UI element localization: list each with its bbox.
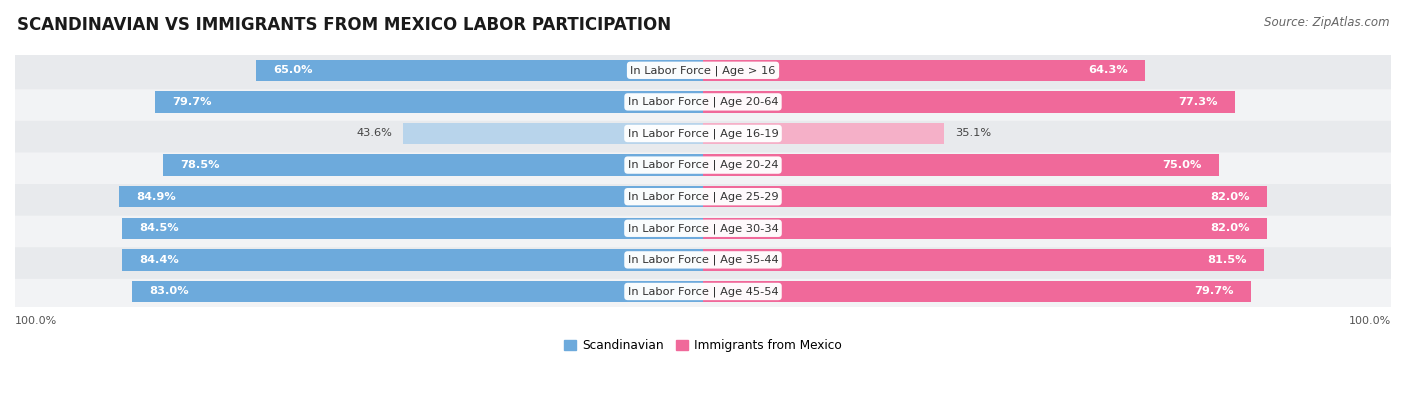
Text: 79.7%: 79.7% <box>1195 286 1234 297</box>
Text: 81.5%: 81.5% <box>1206 255 1247 265</box>
FancyBboxPatch shape <box>14 241 1392 279</box>
FancyBboxPatch shape <box>14 51 1392 89</box>
Text: In Labor Force | Age 20-24: In Labor Force | Age 20-24 <box>627 160 779 170</box>
Bar <box>132 281 703 302</box>
Text: In Labor Force | Age 25-29: In Labor Force | Age 25-29 <box>627 192 779 202</box>
Bar <box>703 60 1146 81</box>
Text: In Labor Force | Age 16-19: In Labor Force | Age 16-19 <box>627 128 779 139</box>
Text: 35.1%: 35.1% <box>955 128 991 139</box>
Bar <box>122 249 703 271</box>
Text: In Labor Force | Age 30-34: In Labor Force | Age 30-34 <box>627 223 779 233</box>
Text: 84.4%: 84.4% <box>139 255 180 265</box>
Text: 82.0%: 82.0% <box>1211 223 1250 233</box>
Bar <box>163 154 703 176</box>
Text: In Labor Force | Age 45-54: In Labor Force | Age 45-54 <box>627 286 779 297</box>
Text: 77.3%: 77.3% <box>1178 97 1218 107</box>
Text: 43.6%: 43.6% <box>357 128 392 139</box>
Text: 84.9%: 84.9% <box>136 192 176 202</box>
Text: 82.0%: 82.0% <box>1211 192 1250 202</box>
Bar <box>703 154 1219 176</box>
Text: 64.3%: 64.3% <box>1088 65 1128 75</box>
Text: 75.0%: 75.0% <box>1163 160 1202 170</box>
Bar <box>703 281 1251 302</box>
FancyBboxPatch shape <box>14 209 1392 247</box>
Bar <box>703 123 945 144</box>
FancyBboxPatch shape <box>14 273 1392 310</box>
Bar <box>703 249 1264 271</box>
Text: In Labor Force | Age 35-44: In Labor Force | Age 35-44 <box>627 255 779 265</box>
Text: 78.5%: 78.5% <box>180 160 219 170</box>
Text: 65.0%: 65.0% <box>273 65 312 75</box>
Bar <box>122 218 703 239</box>
Legend: Scandinavian, Immigrants from Mexico: Scandinavian, Immigrants from Mexico <box>560 334 846 357</box>
FancyBboxPatch shape <box>14 146 1392 184</box>
Bar <box>703 186 1267 207</box>
Text: In Labor Force | Age > 16: In Labor Force | Age > 16 <box>630 65 776 75</box>
Text: 79.7%: 79.7% <box>172 97 211 107</box>
Bar <box>404 123 703 144</box>
Text: Source: ZipAtlas.com: Source: ZipAtlas.com <box>1264 16 1389 29</box>
Text: In Labor Force | Age 20-64: In Labor Force | Age 20-64 <box>627 97 779 107</box>
Text: 84.5%: 84.5% <box>139 223 179 233</box>
FancyBboxPatch shape <box>14 178 1392 216</box>
FancyBboxPatch shape <box>14 115 1392 152</box>
Text: SCANDINAVIAN VS IMMIGRANTS FROM MEXICO LABOR PARTICIPATION: SCANDINAVIAN VS IMMIGRANTS FROM MEXICO L… <box>17 16 671 34</box>
Bar <box>703 218 1267 239</box>
Bar <box>703 91 1234 113</box>
Text: 100.0%: 100.0% <box>1348 316 1391 326</box>
FancyBboxPatch shape <box>14 83 1392 121</box>
Text: 83.0%: 83.0% <box>149 286 188 297</box>
Text: 100.0%: 100.0% <box>15 316 58 326</box>
Bar <box>120 186 703 207</box>
Bar <box>155 91 703 113</box>
Bar <box>256 60 703 81</box>
